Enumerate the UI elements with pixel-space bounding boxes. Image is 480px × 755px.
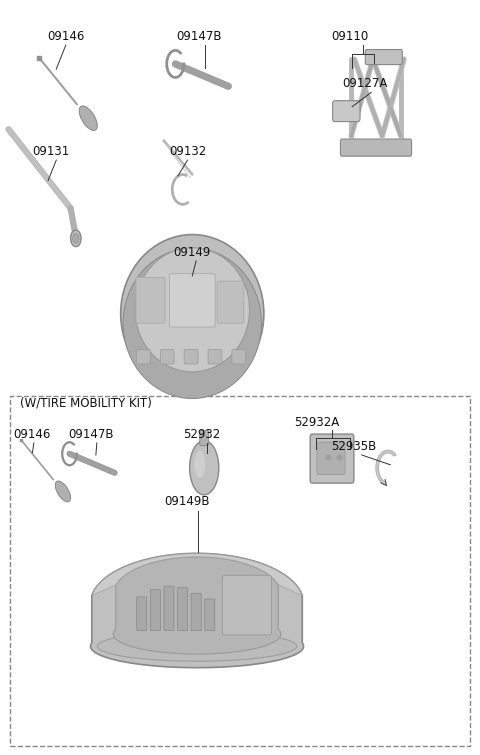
Ellipse shape xyxy=(135,248,250,372)
Polygon shape xyxy=(92,553,302,596)
Text: 09127A: 09127A xyxy=(342,77,388,90)
Text: 09110: 09110 xyxy=(331,29,368,43)
Ellipse shape xyxy=(71,230,81,247)
Text: 09147B: 09147B xyxy=(68,427,113,441)
Ellipse shape xyxy=(190,441,219,495)
FancyBboxPatch shape xyxy=(150,590,160,630)
Text: 09146: 09146 xyxy=(47,29,84,43)
FancyBboxPatch shape xyxy=(184,350,198,364)
Text: 09147B: 09147B xyxy=(177,29,222,43)
Text: 52932A: 52932A xyxy=(294,416,339,429)
Ellipse shape xyxy=(194,451,205,478)
Text: 09149: 09149 xyxy=(174,245,211,259)
FancyBboxPatch shape xyxy=(222,575,272,635)
Text: 52932: 52932 xyxy=(183,427,220,441)
Ellipse shape xyxy=(120,235,264,393)
FancyBboxPatch shape xyxy=(208,350,222,364)
Text: 09146: 09146 xyxy=(13,427,50,441)
FancyBboxPatch shape xyxy=(191,593,201,630)
Text: 52935B: 52935B xyxy=(331,439,376,453)
FancyBboxPatch shape xyxy=(232,350,246,364)
FancyBboxPatch shape xyxy=(160,350,174,364)
Text: 09149B: 09149B xyxy=(164,495,209,508)
FancyBboxPatch shape xyxy=(137,597,147,630)
FancyBboxPatch shape xyxy=(136,350,150,364)
Text: 09132: 09132 xyxy=(169,145,206,158)
FancyBboxPatch shape xyxy=(205,599,215,630)
Ellipse shape xyxy=(123,248,262,399)
Ellipse shape xyxy=(73,233,79,243)
Ellipse shape xyxy=(97,631,297,661)
FancyBboxPatch shape xyxy=(164,586,174,630)
Text: (W/TIRE MOBILITY KIT): (W/TIRE MOBILITY KIT) xyxy=(20,397,151,410)
FancyBboxPatch shape xyxy=(136,277,165,323)
FancyBboxPatch shape xyxy=(200,430,209,445)
Ellipse shape xyxy=(55,481,71,502)
FancyBboxPatch shape xyxy=(169,274,215,327)
FancyBboxPatch shape xyxy=(317,442,345,474)
FancyBboxPatch shape xyxy=(333,100,360,122)
FancyBboxPatch shape xyxy=(217,281,244,323)
Polygon shape xyxy=(113,557,281,654)
Ellipse shape xyxy=(79,106,97,131)
Text: 09131: 09131 xyxy=(32,145,69,158)
Polygon shape xyxy=(91,553,303,667)
FancyBboxPatch shape xyxy=(365,50,402,65)
FancyBboxPatch shape xyxy=(178,587,188,630)
FancyBboxPatch shape xyxy=(340,139,411,156)
FancyBboxPatch shape xyxy=(310,434,354,483)
